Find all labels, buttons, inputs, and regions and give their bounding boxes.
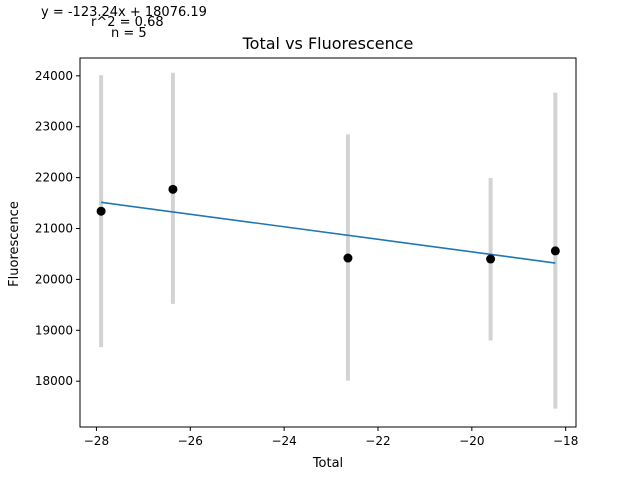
y-tick-label: 19000 — [35, 323, 73, 337]
y-tick-label: 23000 — [35, 120, 73, 134]
x-tick-label: −20 — [459, 434, 484, 448]
x-tick-label: −26 — [178, 434, 203, 448]
y-tick-label: 20000 — [35, 272, 73, 286]
data-point — [550, 246, 560, 256]
x-axis-label: Total — [312, 456, 343, 471]
x-tick-label: −22 — [365, 434, 390, 448]
y-tick-label: 24000 — [35, 69, 73, 83]
x-tick-label: −24 — [271, 434, 296, 448]
data-point — [343, 253, 353, 263]
data-point — [96, 206, 106, 216]
y-tick-label: 21000 — [35, 222, 73, 236]
x-tick-label: −18 — [553, 434, 578, 448]
plot-frame — [79, 57, 577, 428]
sample-size-label: n = 5 — [111, 26, 147, 41]
fit-equation-label: y = -123.24x + 18076.19 — [41, 5, 207, 20]
y-axis-label: Fluorescence — [7, 201, 22, 287]
y-tick-label: 18000 — [35, 374, 73, 388]
data-point — [168, 184, 178, 194]
y-tick-label: 22000 — [35, 171, 73, 185]
chart-title: Total vs Fluorescence — [242, 34, 414, 53]
data-point — [486, 254, 496, 264]
fit-line — [101, 201, 556, 264]
x-tick-label: −28 — [84, 434, 109, 448]
r-squared-label: r^2 = 0.68 — [91, 15, 164, 30]
